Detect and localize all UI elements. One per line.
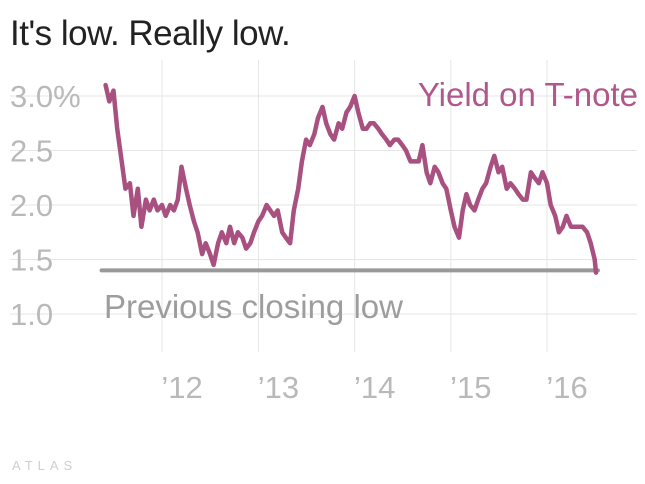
y-tick-label: 1.0 [10,297,53,332]
y-tick-label: 1.5 [10,243,53,278]
series-label-yield: Yield on T-note [418,76,638,113]
chart-title: It's low. Really low. [10,14,291,53]
horizontal-gridlines [10,95,637,315]
y-tick-label: 2.0 [10,188,53,223]
y-tick-label: 2.5 [10,134,53,169]
x-tick-label: ’15 [450,370,491,405]
brand-logo: ATLAS [12,458,78,473]
x-tick-label: ’16 [546,370,587,405]
x-tick-label: ’13 [258,370,299,405]
previous-closing-low-label: Previous closing low [104,288,403,325]
x-axis-tick-labels: ’12 ’13 ’14 ’15 ’16 [161,370,587,405]
x-tick-label: ’12 [161,370,202,405]
yield-series-line [103,82,599,275]
y-axis-tick-labels: 1.0 1.5 2.0 2.5 3.0% [10,79,81,332]
x-tick-label: ’14 [354,370,395,405]
y-tick-label: 3.0% [10,79,81,114]
